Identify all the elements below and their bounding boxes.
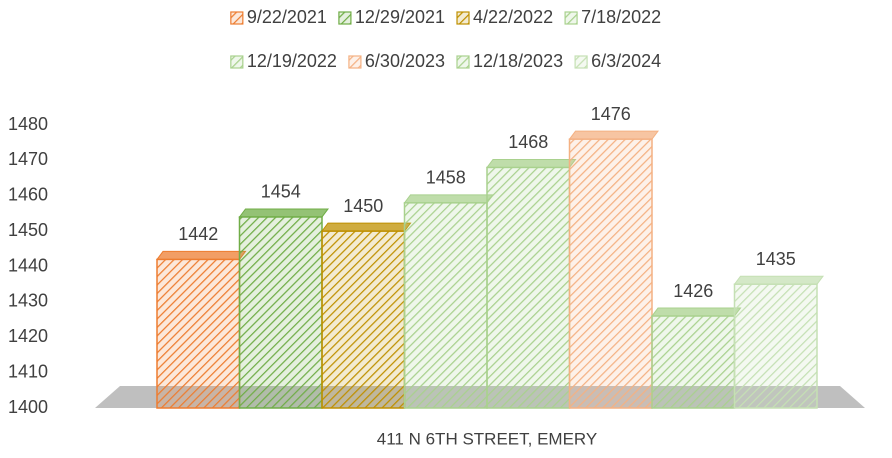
bar-front	[238, 216, 323, 409]
bar-front	[651, 315, 736, 409]
y-tick-label: 1450	[8, 220, 48, 240]
y-tick-label: 1410	[8, 361, 48, 381]
legend-label: 7/18/2022	[581, 7, 661, 27]
bar-front	[403, 202, 488, 409]
data-label: 1458	[426, 168, 466, 188]
data-label: 1426	[673, 281, 713, 301]
bar-front	[321, 230, 406, 409]
legend-label: 6/30/2023	[365, 51, 445, 71]
y-tick-label: 1480	[8, 114, 48, 134]
data-label: 1476	[591, 104, 631, 124]
bar-front	[156, 258, 241, 409]
legend-item: 7/18/2022	[564, 7, 661, 27]
bar-front	[486, 166, 571, 409]
legend-swatch	[456, 55, 470, 69]
legend-item: 12/18/2023	[456, 51, 563, 71]
legend-swatch	[574, 55, 588, 69]
bar-top	[403, 194, 494, 204]
bar-top	[733, 275, 824, 285]
legend-item: 4/22/2022	[456, 7, 553, 27]
data-label: 1450	[343, 196, 383, 216]
legend-swatch	[348, 55, 362, 69]
legend-swatch	[230, 55, 244, 69]
bar-front	[733, 283, 818, 409]
x-tick-label: 411 N 6TH STREET, EMERY	[377, 429, 597, 448]
y-tick-label: 1470	[8, 149, 48, 169]
bar	[733, 275, 824, 409]
bar	[321, 222, 412, 409]
legend-swatch	[564, 11, 578, 25]
bar	[651, 307, 742, 409]
legend-label: 12/18/2023	[473, 51, 563, 71]
y-tick-label: 1400	[8, 397, 48, 417]
legend-label: 9/22/2021	[247, 7, 327, 27]
legend-item: 12/19/2022	[230, 51, 337, 71]
data-label: 1454	[261, 182, 301, 202]
legend-label: 12/29/2021	[355, 7, 445, 27]
legend-label: 12/19/2022	[247, 51, 337, 71]
bar	[155, 250, 247, 409]
data-label: 1468	[508, 132, 548, 152]
bar	[238, 208, 329, 409]
bar-top	[486, 158, 577, 168]
legend-label: 6/3/2024	[591, 51, 661, 71]
y-tick-label: 1420	[8, 326, 48, 346]
y-tick-label: 1460	[8, 185, 48, 205]
legend-label: 4/22/2022	[473, 7, 553, 27]
legend-item: 6/30/2023	[348, 51, 445, 71]
bar-top	[568, 130, 659, 140]
legend-swatch	[338, 11, 352, 25]
data-label: 1435	[756, 249, 796, 269]
bar-top	[155, 250, 247, 260]
bar-top	[321, 222, 412, 232]
bar	[486, 158, 577, 409]
y-tick-label: 1430	[8, 291, 48, 311]
legend-swatch	[230, 11, 244, 25]
bar-top	[238, 208, 329, 218]
bar-top	[651, 307, 742, 317]
bar-front	[568, 138, 653, 409]
legend-item: 6/3/2024	[574, 51, 661, 71]
legend-swatch	[456, 11, 470, 25]
data-label: 1442	[178, 224, 218, 244]
bar	[568, 130, 659, 409]
legend-item: 9/22/2021	[230, 7, 327, 27]
legend-item: 12/29/2021	[338, 7, 445, 27]
bar	[403, 194, 494, 409]
y-tick-label: 1440	[8, 255, 48, 275]
